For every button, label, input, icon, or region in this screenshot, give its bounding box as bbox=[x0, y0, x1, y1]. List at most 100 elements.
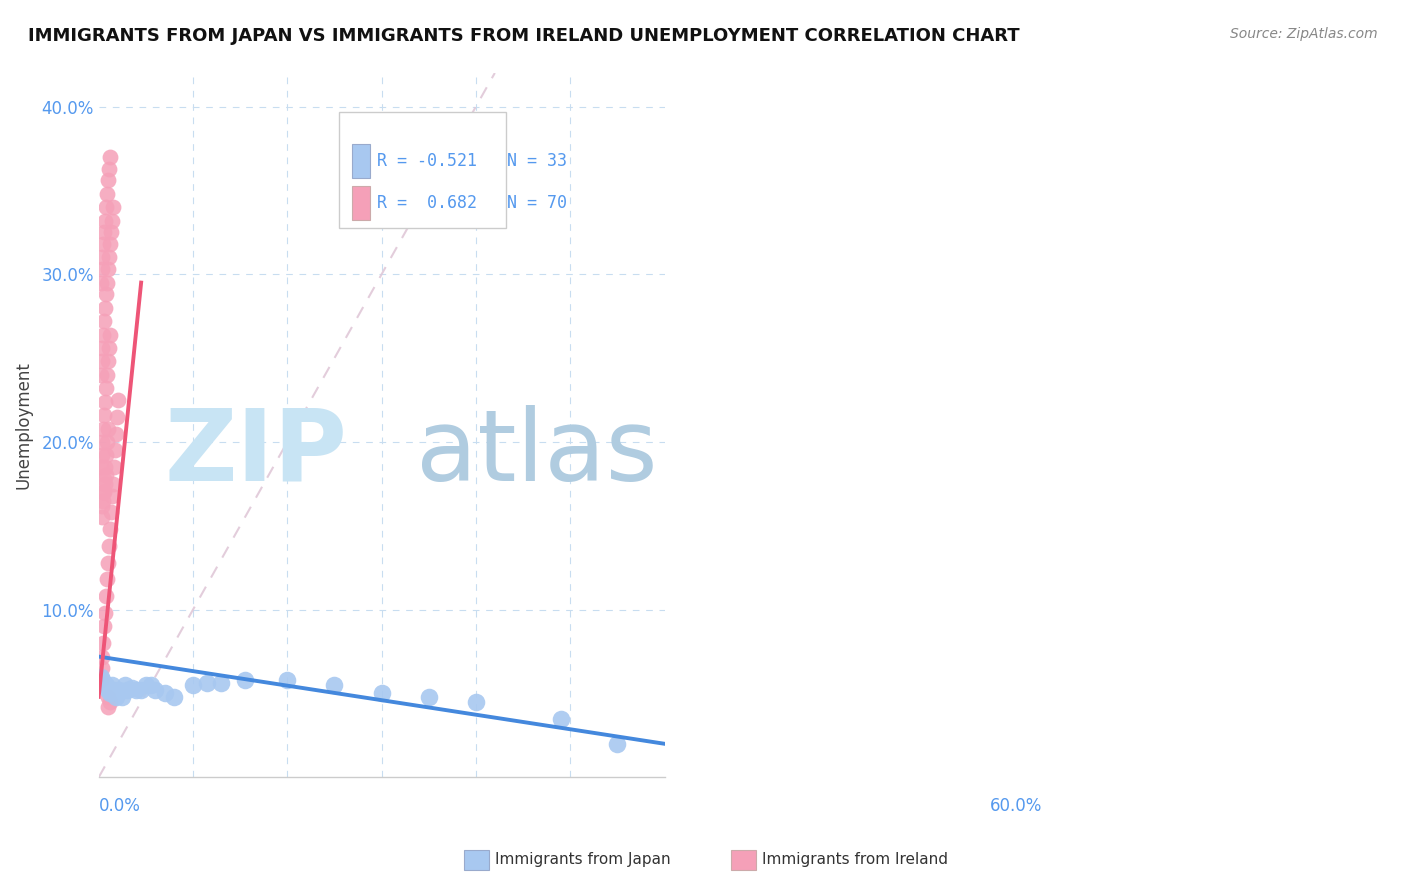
Bar bbox=[352, 186, 370, 220]
Point bbox=[94, 394, 117, 409]
Point bbox=[98, 686, 121, 700]
Point bbox=[96, 468, 118, 483]
Point bbox=[181, 678, 204, 692]
Point bbox=[98, 539, 121, 553]
Point bbox=[93, 636, 115, 650]
Point bbox=[90, 661, 112, 675]
Point bbox=[98, 327, 121, 342]
Text: ZIP: ZIP bbox=[165, 405, 347, 502]
Point bbox=[114, 678, 136, 692]
Point bbox=[93, 472, 115, 486]
Point bbox=[97, 262, 120, 277]
Point bbox=[93, 421, 115, 435]
Point bbox=[98, 150, 121, 164]
Point bbox=[108, 683, 131, 698]
Point bbox=[96, 589, 118, 603]
Point bbox=[93, 237, 115, 252]
Point bbox=[107, 686, 129, 700]
Point bbox=[98, 251, 121, 265]
Point bbox=[97, 354, 120, 368]
Y-axis label: Unemployment: Unemployment bbox=[15, 361, 32, 489]
Point bbox=[125, 683, 148, 698]
Text: 0.0%: 0.0% bbox=[98, 797, 141, 815]
Point bbox=[96, 678, 118, 692]
Point bbox=[101, 213, 124, 227]
Point bbox=[96, 381, 118, 395]
Point bbox=[101, 476, 124, 491]
Point bbox=[101, 489, 124, 503]
Point bbox=[105, 409, 128, 424]
Point bbox=[94, 476, 117, 491]
Point bbox=[97, 690, 120, 704]
Point bbox=[163, 690, 186, 704]
Point bbox=[323, 678, 346, 692]
Point bbox=[93, 485, 115, 500]
Point bbox=[93, 225, 115, 239]
Point bbox=[96, 200, 118, 214]
Point bbox=[209, 676, 232, 690]
Point bbox=[135, 678, 157, 692]
Point bbox=[90, 276, 112, 290]
Point bbox=[100, 225, 122, 239]
Point bbox=[97, 173, 120, 187]
Point bbox=[139, 678, 162, 692]
Point bbox=[90, 510, 112, 524]
Point bbox=[143, 683, 166, 698]
Point bbox=[97, 556, 120, 570]
Point bbox=[233, 673, 256, 687]
Point bbox=[101, 200, 124, 214]
Point bbox=[97, 421, 120, 435]
Point bbox=[90, 460, 112, 475]
Point bbox=[91, 434, 114, 449]
Point bbox=[93, 493, 115, 508]
Text: R = -0.521   N = 33: R = -0.521 N = 33 bbox=[377, 152, 567, 170]
Point bbox=[98, 695, 121, 709]
Text: atlas: atlas bbox=[416, 405, 657, 502]
Point bbox=[96, 368, 118, 382]
Text: Source: ZipAtlas.com: Source: ZipAtlas.com bbox=[1230, 27, 1378, 41]
Point bbox=[104, 690, 127, 704]
Point bbox=[91, 673, 114, 687]
Point bbox=[104, 426, 127, 441]
Point bbox=[96, 186, 118, 201]
Point bbox=[93, 327, 115, 342]
Point bbox=[195, 676, 218, 690]
Point bbox=[93, 314, 115, 328]
Point bbox=[276, 673, 298, 687]
Point bbox=[90, 670, 112, 684]
Point bbox=[97, 683, 120, 698]
Point bbox=[103, 683, 125, 698]
Point bbox=[91, 649, 114, 664]
Point bbox=[104, 443, 127, 458]
Point bbox=[98, 237, 121, 252]
Point bbox=[96, 276, 118, 290]
FancyBboxPatch shape bbox=[339, 112, 506, 228]
Point bbox=[91, 499, 114, 513]
Point bbox=[98, 161, 121, 176]
Point bbox=[94, 460, 117, 475]
Point bbox=[103, 460, 125, 475]
Point bbox=[90, 448, 112, 462]
Point bbox=[465, 695, 488, 709]
Point bbox=[96, 573, 118, 587]
Point bbox=[97, 699, 120, 714]
Point bbox=[606, 737, 628, 751]
Point bbox=[107, 392, 129, 407]
Text: 60.0%: 60.0% bbox=[990, 797, 1042, 815]
Point bbox=[96, 434, 118, 449]
Point bbox=[111, 690, 134, 704]
Point bbox=[93, 408, 115, 422]
Point bbox=[93, 619, 115, 633]
Text: R =  0.682   N = 70: R = 0.682 N = 70 bbox=[377, 194, 567, 212]
Point bbox=[93, 485, 115, 500]
Point bbox=[101, 678, 124, 692]
Text: Immigrants from Ireland: Immigrants from Ireland bbox=[762, 853, 948, 867]
Point bbox=[91, 251, 114, 265]
Point bbox=[90, 673, 112, 687]
Point bbox=[129, 683, 152, 698]
Point bbox=[96, 287, 118, 301]
Point bbox=[100, 505, 122, 519]
Bar bbox=[352, 145, 370, 178]
Point bbox=[94, 213, 117, 227]
Point bbox=[370, 686, 392, 700]
